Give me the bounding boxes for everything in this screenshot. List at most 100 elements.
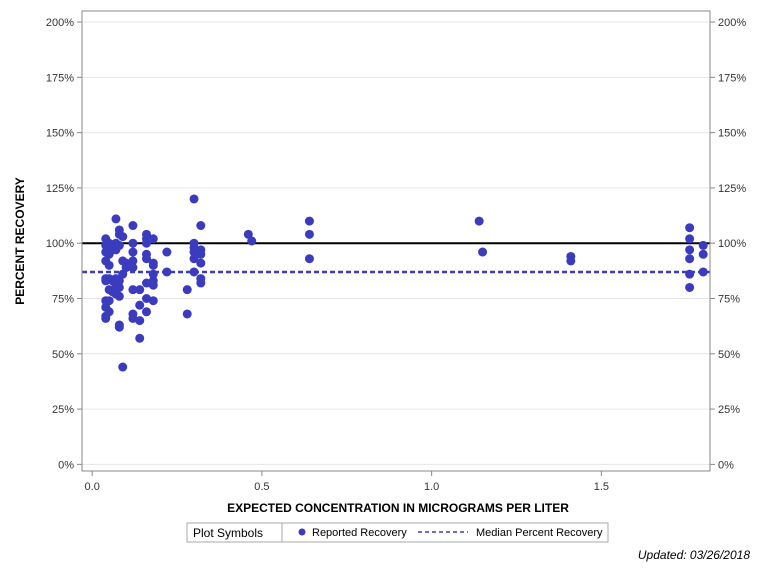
data-point: [101, 313, 111, 323]
legend-box: [186, 522, 609, 543]
data-point: [128, 285, 138, 295]
data-point: [114, 240, 124, 250]
data-point: [304, 254, 314, 264]
data-point: [304, 229, 314, 239]
data-point: [128, 247, 138, 257]
data-point: [182, 285, 192, 295]
data-point: [118, 269, 128, 279]
plot-frame: [81, 10, 711, 472]
x-tick-label: 1.0: [424, 481, 439, 493]
data-point: [141, 294, 151, 303]
data-point: [148, 280, 158, 290]
data-point: [566, 256, 576, 266]
legend-marker-reported: [298, 528, 306, 536]
data-point: [182, 309, 192, 319]
data-point: [128, 256, 138, 266]
x-tick-label: 1.5: [594, 481, 609, 493]
data-point: [128, 238, 138, 248]
data-point: [189, 194, 199, 204]
data-point: [128, 313, 138, 323]
y-tick-label-left: 200%: [46, 17, 74, 29]
y-axis-title: PERCENT RECOVERY: [13, 177, 27, 305]
y-tick-label-right: 100%: [718, 238, 746, 250]
data-point: [698, 267, 708, 277]
data-point: [698, 240, 708, 250]
data-point: [128, 221, 138, 231]
data-point: [196, 221, 206, 231]
y-tick-label-left: 100%: [46, 238, 74, 250]
data-point: [304, 216, 314, 226]
data-point: [148, 260, 158, 270]
data-point: [104, 307, 114, 317]
legend-label-reported: Reported Recovery: [312, 527, 407, 539]
data-point: [141, 278, 151, 288]
y-tick-label-right: 125%: [718, 183, 746, 195]
y-axis-left: 0% 25% 50% 75% 100% 125% 150% 175% 200%: [46, 17, 82, 471]
data-point: [114, 291, 124, 301]
y-tick-label-left: 0%: [58, 459, 74, 471]
data-point: [196, 249, 206, 259]
y-tick-label-left: 75%: [52, 294, 74, 306]
x-tick-label: 0.0: [85, 481, 100, 493]
updated-date: Updated: 03/26/2018: [637, 548, 750, 562]
y-tick-label-right: 200%: [718, 17, 746, 29]
data-point: [148, 296, 158, 306]
reference-lines: [82, 242, 710, 274]
data-point: [141, 238, 151, 248]
data-point: [162, 267, 172, 277]
y-tick-label-right: 0%: [718, 459, 734, 471]
y-tick-label-left: 50%: [52, 349, 74, 361]
data-point: [148, 234, 158, 244]
data-point: [135, 300, 145, 310]
y-tick-label-right: 25%: [718, 404, 740, 416]
data-point: [111, 214, 121, 224]
data-point: [141, 307, 151, 317]
x-axis: 0.0 0.5 1.0 1.5: [85, 471, 609, 493]
data-point: [243, 229, 253, 239]
legend-label-median: Median Percent Recovery: [476, 527, 603, 539]
data-point: [474, 216, 484, 226]
y-axis-right: 0% 25% 50% 75% 100% 125% 150% 175% 200%: [710, 17, 746, 471]
data-point: [104, 296, 114, 306]
data-point: [196, 278, 206, 288]
data-points: [101, 194, 708, 372]
data-point: [114, 322, 124, 332]
data-point: [141, 254, 151, 264]
y-tick-label-right: 150%: [718, 128, 746, 140]
data-point: [128, 263, 138, 273]
y-tick-label-left: 150%: [46, 128, 74, 140]
x-axis-title: EXPECTED CONCENTRATION IN MICROGRAMS PER…: [227, 501, 569, 515]
data-point: [118, 362, 128, 372]
data-point: [189, 247, 199, 257]
data-point: [247, 236, 257, 246]
data-point: [685, 282, 695, 292]
data-point: [121, 258, 131, 268]
data-point: [685, 223, 695, 233]
legend: Plot Symbols Reported Recovery Median Pe…: [186, 522, 609, 543]
data-point: [135, 285, 145, 295]
y-tick-label-right: 75%: [718, 294, 740, 306]
y-tick-label-left: 125%: [46, 183, 74, 195]
data-point: [196, 258, 206, 268]
data-point: [162, 247, 172, 257]
y-tick-label-left: 175%: [46, 72, 74, 84]
data-point: [685, 254, 695, 264]
data-point: [189, 254, 199, 264]
data-point: [698, 249, 708, 259]
data-point: [685, 234, 695, 244]
x-tick-label: 0.5: [254, 481, 269, 493]
data-point: [189, 267, 199, 277]
y-tick-label-right: 175%: [718, 72, 746, 84]
data-point: [135, 333, 145, 343]
data-point: [135, 316, 145, 326]
legend-title: Plot Symbols: [193, 526, 263, 540]
data-point: [478, 247, 488, 257]
y-tick-label-left: 25%: [52, 404, 74, 416]
data-point: [114, 276, 124, 286]
data-point: [685, 245, 695, 255]
data-point: [114, 282, 124, 292]
data-point: [148, 269, 158, 279]
y-tick-label-right: 50%: [718, 349, 740, 361]
data-point: [685, 269, 695, 279]
